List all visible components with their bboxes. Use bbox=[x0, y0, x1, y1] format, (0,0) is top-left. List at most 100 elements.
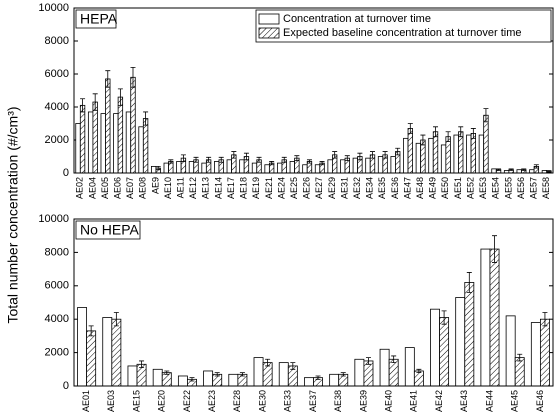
error-bar bbox=[332, 151, 338, 159]
bar bbox=[354, 358, 365, 387]
bar bbox=[539, 318, 550, 387]
bar bbox=[407, 128, 413, 174]
x-tick-label: AE10 bbox=[163, 177, 173, 199]
error-bar bbox=[265, 358, 271, 367]
y-tick-label: 10000 bbox=[38, 2, 69, 14]
bar bbox=[329, 373, 340, 387]
x-tick-label: AE56 bbox=[516, 177, 526, 199]
bar bbox=[142, 118, 149, 174]
bar bbox=[203, 370, 214, 387]
bar bbox=[92, 101, 98, 174]
error-bar bbox=[391, 355, 397, 364]
error-bar bbox=[521, 168, 527, 171]
error-bar bbox=[218, 156, 224, 163]
bar bbox=[439, 317, 450, 387]
y-axis-label: Total number concentration (#/cm³) bbox=[5, 106, 21, 323]
x-tick-label: AE39 bbox=[358, 390, 368, 412]
bar bbox=[105, 78, 111, 174]
error-bar bbox=[180, 154, 186, 162]
bar bbox=[453, 134, 459, 174]
x-tick-label: AE02 bbox=[75, 177, 85, 199]
x-tick-label: AE28 bbox=[232, 390, 242, 412]
error-bar bbox=[458, 126, 464, 138]
error-bar bbox=[542, 312, 548, 327]
x-tick-label: AE55 bbox=[503, 177, 513, 199]
bar bbox=[302, 164, 308, 174]
plot-frame bbox=[73, 7, 554, 174]
bar bbox=[278, 362, 289, 387]
error-bar bbox=[88, 325, 94, 337]
bar bbox=[86, 330, 97, 387]
x-tick-label: AE29 bbox=[327, 177, 337, 199]
bar bbox=[415, 142, 422, 174]
y-tick-label: 6000 bbox=[45, 68, 69, 80]
error-bar bbox=[256, 156, 262, 163]
x-tick-label: AE24 bbox=[276, 177, 286, 199]
x-tick-label: AE11 bbox=[176, 177, 186, 198]
x-tick-label: AE20 bbox=[157, 390, 167, 412]
bar bbox=[289, 161, 295, 174]
error-bar bbox=[231, 151, 237, 159]
error-bar bbox=[441, 310, 447, 325]
panel-label: HEPA bbox=[80, 11, 118, 27]
bar bbox=[388, 358, 399, 387]
bar bbox=[483, 114, 489, 174]
x-tick-label: AE27 bbox=[314, 177, 324, 199]
x-tick-label: AE57 bbox=[528, 177, 538, 199]
bar bbox=[100, 113, 106, 174]
x-tick-label: AE19 bbox=[251, 177, 261, 199]
bar bbox=[440, 144, 447, 174]
x-tick-label: AE54 bbox=[491, 177, 501, 199]
error-bar bbox=[365, 357, 371, 365]
y-tick-label: 0 bbox=[63, 167, 69, 179]
x-tick-label: AE47 bbox=[402, 177, 412, 199]
bar bbox=[403, 137, 409, 174]
bar bbox=[127, 365, 138, 387]
x-tick-label: AE18 bbox=[239, 177, 249, 199]
x-tick-label: AE52 bbox=[465, 177, 475, 199]
error-bar bbox=[492, 235, 498, 263]
x-tick-label: AE21 bbox=[264, 177, 274, 199]
x-tick-label: AE42 bbox=[434, 390, 444, 412]
panel-label-box bbox=[75, 220, 141, 240]
bar bbox=[390, 156, 396, 174]
bar bbox=[102, 317, 113, 387]
bar bbox=[379, 348, 390, 387]
bar bbox=[480, 248, 491, 387]
x-tick-label: AE08 bbox=[138, 177, 148, 199]
x-tick-label: AE03 bbox=[106, 390, 116, 412]
legend-box bbox=[255, 9, 552, 43]
error-bar bbox=[168, 159, 174, 164]
bar bbox=[530, 322, 541, 387]
x-tick-label: AE14 bbox=[213, 177, 223, 199]
bar bbox=[352, 157, 359, 174]
bar bbox=[150, 165, 157, 174]
bar bbox=[163, 162, 169, 174]
x-tick-label: AE05 bbox=[100, 177, 110, 199]
error-bar bbox=[382, 151, 388, 159]
bar bbox=[327, 159, 333, 174]
y-tick-label: 0 bbox=[63, 380, 69, 392]
x-tick-label: AE33 bbox=[283, 390, 293, 412]
y-tick-label: 2000 bbox=[45, 134, 69, 146]
bar bbox=[478, 134, 485, 174]
error-bar bbox=[139, 360, 145, 369]
y-tick-label: 6000 bbox=[45, 280, 69, 292]
error-bar bbox=[105, 70, 111, 88]
bar bbox=[113, 113, 119, 174]
x-tick-label: AE25 bbox=[289, 177, 299, 199]
error-bar bbox=[243, 152, 249, 161]
error-bar bbox=[306, 159, 312, 164]
error-bar bbox=[92, 93, 98, 111]
x-tick-label: AE01 bbox=[81, 390, 91, 412]
x-tick-label: AE38 bbox=[333, 390, 343, 412]
x-tick-label: AE41 bbox=[409, 390, 419, 412]
bar bbox=[505, 315, 516, 387]
x-tick-label: AE37 bbox=[308, 390, 318, 412]
bar bbox=[458, 131, 464, 174]
bar bbox=[188, 161, 195, 174]
error-bar bbox=[416, 368, 422, 374]
x-tick-label: AE49 bbox=[428, 177, 438, 199]
error-bar bbox=[206, 156, 212, 163]
x-tick-label: AE23 bbox=[207, 390, 217, 412]
